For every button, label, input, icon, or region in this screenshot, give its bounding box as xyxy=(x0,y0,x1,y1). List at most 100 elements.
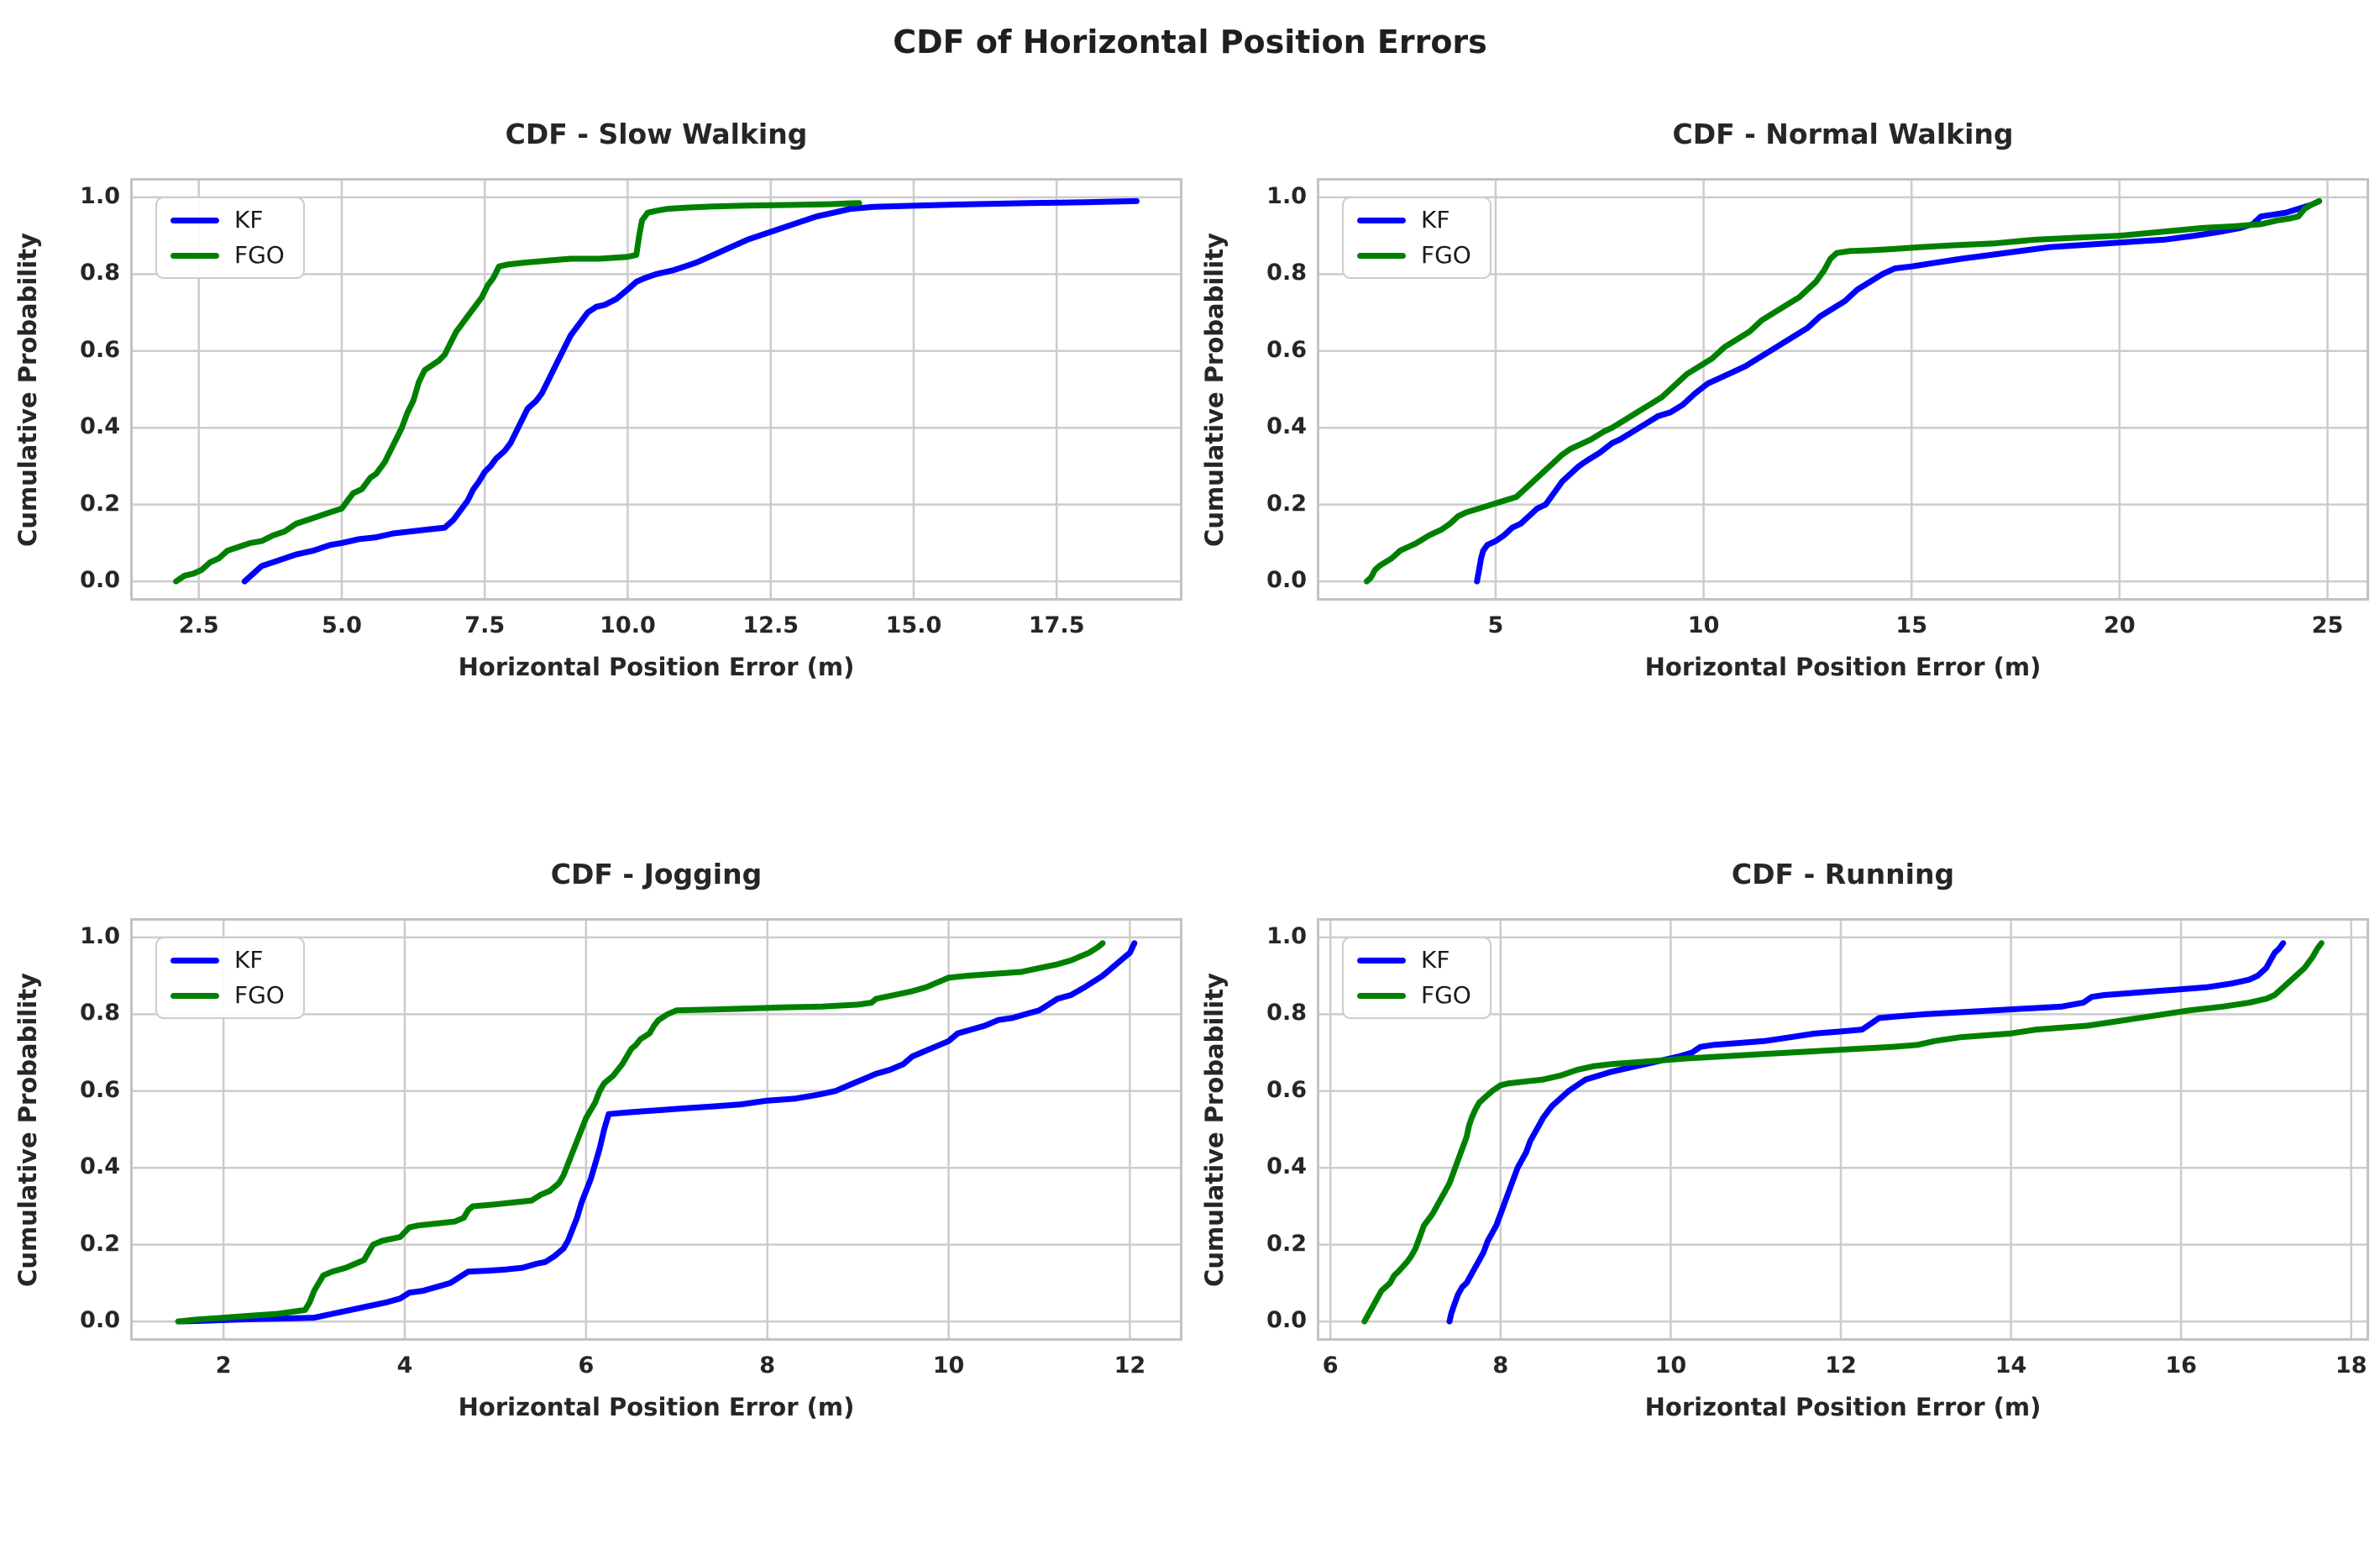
legend-label: FGO xyxy=(1421,981,1471,1009)
y-tick-label: 0.4 xyxy=(80,413,120,440)
legend-label: KF xyxy=(234,946,264,974)
y-tick-label: 0.6 xyxy=(1266,1076,1307,1103)
plot-border xyxy=(130,918,1182,1341)
kf-line-swatch xyxy=(1357,217,1406,223)
legend: KF FGO xyxy=(1342,197,1491,279)
x-tick-label: 6 xyxy=(1322,1352,1339,1379)
x-tick-label: 5.0 xyxy=(322,612,362,638)
legend-label: KF xyxy=(234,206,264,234)
legend-label: FGO xyxy=(234,981,285,1009)
y-tick-label: 0.8 xyxy=(80,260,120,286)
y-axis-label: Cumulative Probability xyxy=(13,232,42,547)
cdf-curve-kf xyxy=(241,197,1140,585)
subplot-title: CDF - Normal Walking xyxy=(1672,118,2014,150)
subplot-title: CDF - Running xyxy=(1731,858,1955,890)
plot-area xyxy=(1317,178,2369,601)
y-tick-label: 0.8 xyxy=(1266,1000,1307,1027)
legend-item-kf: KF xyxy=(1357,948,1471,972)
cdf-curve-kf xyxy=(1474,197,2323,585)
cdf-curve-kf xyxy=(175,940,1138,1325)
legend-item-fgo: FGO xyxy=(1357,984,1471,1007)
x-tick-label: 16 xyxy=(2165,1352,2197,1379)
x-axis-label: Horizontal Position Error (m) xyxy=(458,653,855,681)
y-tick-label: 0.0 xyxy=(1266,567,1307,594)
y-tick-label: 0.4 xyxy=(80,1153,120,1180)
y-axis-label: Cumulative Probability xyxy=(1200,232,1229,547)
y-tick-label: 0.2 xyxy=(1266,1230,1307,1257)
cdf-curve-fgo xyxy=(1363,197,2323,585)
cdf-curve-fgo xyxy=(175,940,1106,1325)
plot-svg xyxy=(130,918,1182,1341)
plot-area xyxy=(130,918,1182,1341)
y-tick-label: 0.0 xyxy=(80,567,120,594)
y-tick-label: 0.8 xyxy=(80,1000,120,1027)
y-tick-label: 0.6 xyxy=(80,336,120,363)
legend: KF FGO xyxy=(1342,937,1491,1019)
x-tick-label: 4 xyxy=(396,1352,413,1379)
x-tick-label: 15.0 xyxy=(885,612,942,638)
x-tick-label: 12 xyxy=(1825,1352,1857,1379)
x-tick-label: 17.5 xyxy=(1028,612,1085,638)
x-tick-label: 20 xyxy=(2104,612,2136,638)
y-axis-label: Cumulative Probability xyxy=(1200,972,1229,1287)
y-tick-label: 1.0 xyxy=(1266,182,1307,209)
x-tick-label: 10.0 xyxy=(600,612,656,638)
subplot-title: CDF - Slow Walking xyxy=(505,118,808,150)
cdf-curve-kf xyxy=(1446,940,2287,1325)
legend-item-fgo: FGO xyxy=(170,244,285,267)
plot-svg xyxy=(1317,178,2369,601)
legend-item-fgo: FGO xyxy=(1357,244,1471,267)
cdf-curve-fgo xyxy=(173,200,862,585)
plot-border xyxy=(130,178,1182,601)
legend-label: KF xyxy=(1421,946,1450,974)
y-axis-label: Cumulative Probability xyxy=(13,972,42,1287)
y-tick-label: 1.0 xyxy=(80,182,120,209)
x-tick-label: 12 xyxy=(1114,1352,1146,1379)
legend-item-kf: KF xyxy=(170,208,285,232)
subplot-title: CDF - Jogging xyxy=(550,858,763,890)
fgo-line-swatch xyxy=(1357,252,1406,259)
legend: KF FGO xyxy=(155,197,305,279)
y-tick-label: 1.0 xyxy=(80,922,120,949)
plot-area xyxy=(130,178,1182,601)
y-tick-label: 0.8 xyxy=(1266,260,1307,286)
x-tick-label: 10 xyxy=(932,1352,965,1379)
y-tick-label: 0.4 xyxy=(1266,413,1307,440)
x-tick-label: 2 xyxy=(215,1352,232,1379)
legend: KF FGO xyxy=(155,937,305,1019)
legend-item-kf: KF xyxy=(170,948,285,972)
legend-label: FGO xyxy=(234,241,285,269)
x-tick-label: 5 xyxy=(1487,612,1504,638)
y-tick-label: 0.2 xyxy=(80,1230,120,1257)
x-axis-label: Horizontal Position Error (m) xyxy=(1644,1393,2042,1421)
plot-border xyxy=(1317,178,2369,601)
x-tick-label: 7.5 xyxy=(464,612,506,638)
fgo-line-swatch xyxy=(1357,992,1406,999)
y-tick-label: 0.2 xyxy=(1266,490,1307,517)
x-tick-label: 8 xyxy=(759,1352,776,1379)
fgo-line-swatch xyxy=(170,992,219,999)
y-tick-label: 0.4 xyxy=(1266,1153,1307,1180)
x-tick-label: 10 xyxy=(1687,612,1720,638)
plot-area xyxy=(1317,918,2369,1341)
fgo-line-swatch xyxy=(170,252,219,259)
legend-label: KF xyxy=(1421,206,1450,234)
legend-label: FGO xyxy=(1421,241,1471,269)
x-tick-label: 12.5 xyxy=(742,612,799,638)
kf-line-swatch xyxy=(170,957,219,964)
y-tick-label: 0.2 xyxy=(80,490,120,517)
y-tick-label: 0.0 xyxy=(80,1307,120,1334)
plot-svg xyxy=(1317,918,2369,1341)
x-tick-label: 15 xyxy=(1895,612,1927,638)
x-tick-label: 2.5 xyxy=(178,612,219,638)
plot-border xyxy=(1317,918,2369,1341)
x-tick-label: 10 xyxy=(1654,1352,1687,1379)
y-tick-label: 0.6 xyxy=(80,1076,120,1103)
x-axis-label: Horizontal Position Error (m) xyxy=(1644,653,2042,681)
legend-item-fgo: FGO xyxy=(170,984,285,1007)
kf-line-swatch xyxy=(170,217,219,223)
kf-line-swatch xyxy=(1357,957,1406,964)
x-tick-label: 25 xyxy=(2311,612,2344,638)
cdf-curve-fgo xyxy=(1361,940,2325,1325)
